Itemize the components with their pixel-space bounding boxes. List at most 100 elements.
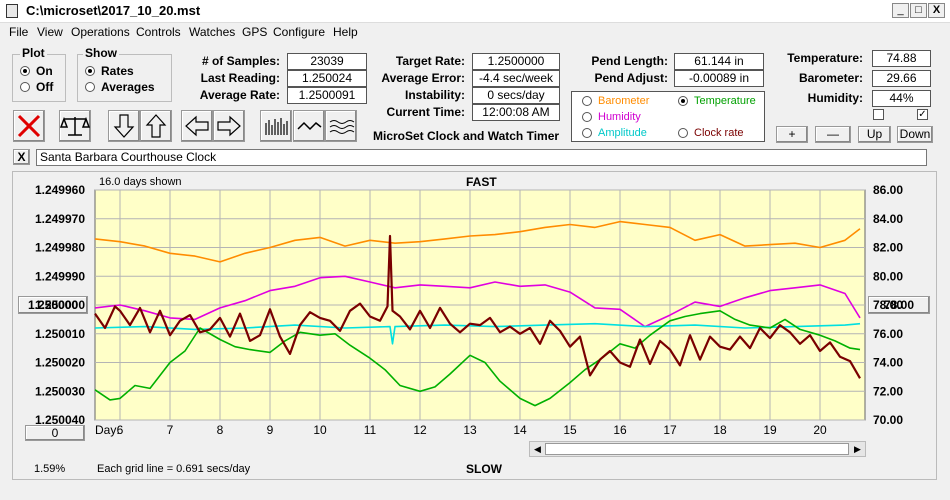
right-tick-label: 86.00 (873, 183, 903, 197)
right-tick-label: 72.00 (873, 384, 903, 398)
radio-icon (582, 128, 592, 138)
last-reading-field: 1.250024 (287, 70, 367, 87)
left-tick-label: 1.250000 (35, 298, 85, 312)
humidity-option[interactable]: Humidity (582, 111, 641, 123)
left-checkbox[interactable] (873, 109, 884, 120)
maximize-button[interactable]: □ (910, 3, 927, 18)
current-time-field: 12:00:08 AM (472, 104, 560, 121)
menu-bar: File View Operations Controls Watches GP… (0, 23, 950, 41)
horizontal-scrollbar[interactable]: ◀ ▶ (529, 441, 866, 457)
menu-operations[interactable]: Operations (71, 25, 130, 39)
stop-button[interactable] (13, 110, 45, 142)
right-tick-label: 84.00 (873, 212, 903, 226)
show-averages-radio[interactable]: Averages (85, 80, 155, 94)
right-tick-label: 76.00 (873, 327, 903, 341)
right-tick-label: 78.00 (873, 298, 903, 312)
menu-configure[interactable]: Configure (273, 25, 326, 39)
minimize-button[interactable]: _ (892, 3, 909, 18)
radio-selected-icon (85, 66, 95, 76)
x-tick-label: 6 (117, 423, 124, 437)
x-tick-label: 18 (713, 423, 727, 437)
left-tick-label: 1.249990 (35, 269, 85, 283)
average-rate-field: 1.2500091 (287, 87, 367, 104)
arrow-right-button[interactable] (213, 110, 245, 142)
x-tick-label: 7 (167, 423, 174, 437)
target-rate-field[interactable]: 1.2500000 (472, 53, 560, 70)
menu-help[interactable]: Help (333, 25, 358, 39)
center-sensor-button[interactable]: 78.00 (868, 296, 930, 314)
x-tick-label: 12 (413, 423, 427, 437)
series-line-barometer (94, 220, 861, 263)
menu-view[interactable]: View (37, 25, 63, 39)
pend-length-label: Pend Length: (591, 54, 668, 68)
current-time-label: Current Time: (386, 105, 465, 119)
last-reading-label: Last Reading: (200, 71, 280, 85)
x-tick-label: 9 (267, 423, 274, 437)
scroll-right-icon[interactable]: ▶ (854, 444, 861, 454)
percent-label: 1.59% (34, 463, 66, 475)
barometer-option[interactable]: Barometer (582, 95, 649, 107)
scale-down-button[interactable]: Down (897, 126, 933, 143)
arrow-up-button[interactable] (140, 110, 172, 142)
grid-note: Each grid line = 0.691 secs/day (97, 463, 251, 475)
multi-wave-icon (329, 120, 355, 134)
pend-length-field[interactable]: 61.144 in (674, 53, 764, 70)
series-line-temperature (94, 309, 861, 407)
arrow-left-button[interactable] (181, 110, 213, 142)
left-tick-label: 1.250030 (35, 384, 85, 398)
show-rates-radio[interactable]: Rates (85, 64, 134, 78)
x-tick-label: 14 (513, 423, 527, 437)
radio-selected-icon (20, 66, 30, 76)
x-tick-label: 17 (663, 423, 677, 437)
center-rate-button[interactable]: 1.250000 (18, 296, 88, 314)
window-title: C:\microset\2017_10_20.mst (26, 3, 201, 18)
barometer-label: Barometer: (798, 71, 863, 85)
title-bar: C:\microset\2017_10_20.mst _ □ X (0, 0, 950, 23)
multi-wave-button[interactable] (325, 110, 357, 142)
scroll-left-icon[interactable]: ◀ (534, 444, 541, 454)
plot-off-radio[interactable]: Off (20, 80, 53, 94)
check-icon: ✓ (918, 109, 927, 120)
offset-button[interactable]: 0 (25, 425, 85, 441)
left-tick-label: 1.249960 (35, 183, 85, 197)
arrow-down-button[interactable] (108, 110, 140, 142)
close-window-button[interactable]: X (928, 3, 945, 18)
menu-watches[interactable]: Watches (189, 25, 236, 39)
clock-rate-option[interactable]: Clock rate (678, 127, 744, 139)
amplitude-option[interactable]: Amplitude (582, 127, 647, 139)
fast-label: FAST (466, 175, 497, 189)
x-tick-label: 16 (613, 423, 627, 437)
tick-labels: 1.249960 86.00 1.249970 84.00 1.249980 82.00 1… (35, 183, 903, 437)
histogram-button[interactable] (260, 110, 292, 142)
radio-icon (678, 128, 688, 138)
clock-name-input[interactable]: Santa Barbara Courthouse Clock (36, 149, 927, 166)
clear-name-button[interactable]: X (13, 149, 30, 165)
x-tick-label: 10 (313, 423, 327, 437)
plot-on-radio[interactable]: On (20, 64, 53, 78)
scale-up-button[interactable]: Up (858, 126, 891, 143)
menu-file[interactable]: File (9, 25, 29, 39)
scale-minus-button[interactable]: — (815, 126, 851, 143)
series-line-humidity (94, 275, 861, 328)
samples-field: 23039 (287, 53, 367, 70)
balance-button[interactable] (59, 110, 91, 142)
humidity-label: Humidity: (807, 91, 863, 105)
arrow-right-icon (217, 115, 241, 137)
left-tick-label: 1.250020 (35, 356, 85, 370)
menu-gps[interactable]: GPS (242, 25, 268, 39)
scroll-thumb[interactable] (545, 443, 849, 455)
right-checkbox[interactable]: ✓ (917, 109, 928, 120)
show-group-title: Show (83, 46, 119, 60)
menu-controls[interactable]: Controls (136, 25, 181, 39)
x-tick-label: 13 (463, 423, 477, 437)
line-graph-button[interactable] (293, 110, 325, 142)
samples-label: # of Samples: (201, 54, 280, 68)
series-line-clock-rate (94, 234, 861, 379)
x-tick-label: 11 (364, 423, 377, 437)
scale-plus-button[interactable]: + (776, 126, 808, 143)
temperature-option[interactable]: Temperature (678, 95, 756, 107)
arrow-down-icon (113, 114, 135, 138)
arrow-left-icon (185, 115, 209, 137)
show-group (77, 54, 172, 102)
